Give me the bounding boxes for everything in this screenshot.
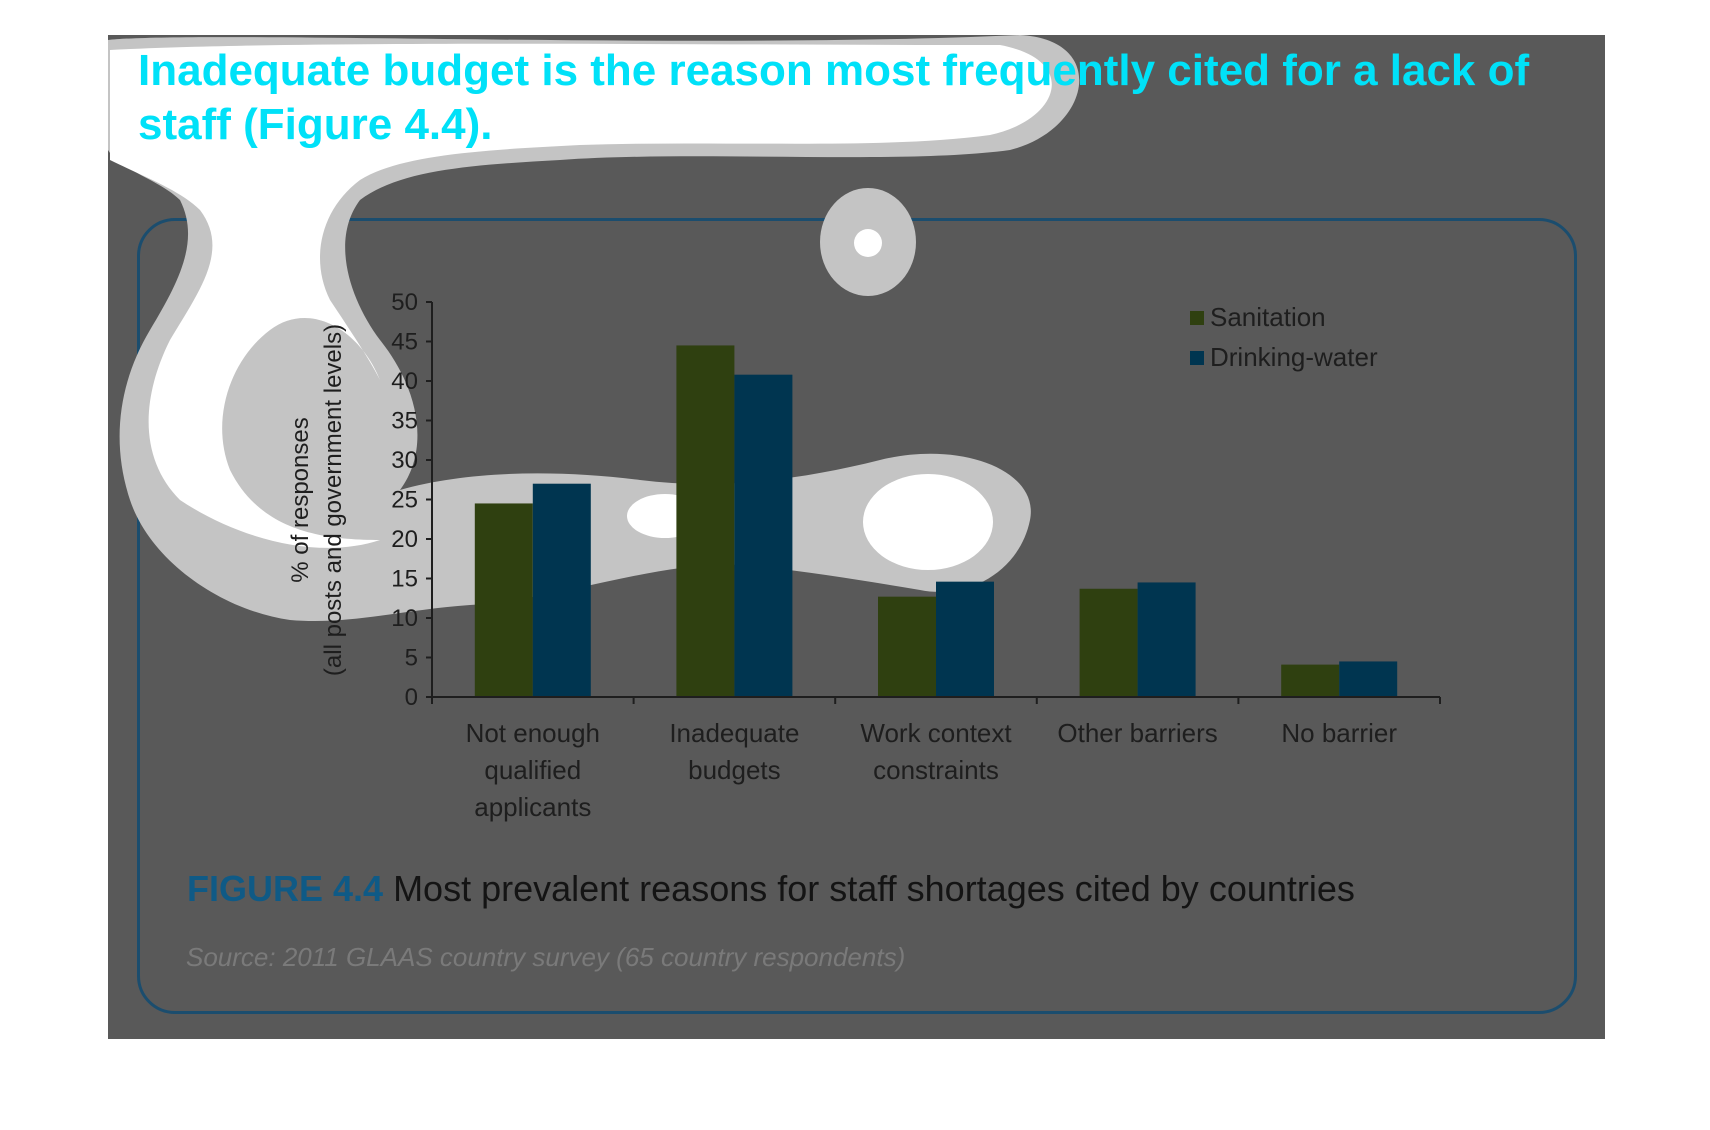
bar-drinking-water-5	[1339, 661, 1398, 697]
bar-drinking-water-3	[936, 581, 994, 697]
legend-label: Sanitation	[1210, 302, 1326, 332]
overlay-shapes	[108, 35, 1080, 622]
bar-sanitation-1	[474, 503, 533, 697]
legend: Sanitation Drinking-water	[1190, 302, 1378, 372]
y-tick-label: 40	[391, 368, 418, 395]
x-category-label: Inadequate budgets	[669, 718, 799, 785]
figure-number: FIGURE 4.4	[187, 868, 384, 909]
bar-drinking-water-2	[734, 374, 793, 697]
y-tick-label: 50	[391, 289, 418, 316]
x-category-label: Other barriers	[1057, 718, 1217, 748]
bar-drinking-water-1	[532, 483, 591, 697]
axes	[426, 301, 1441, 704]
bar-drinking-water-4	[1137, 582, 1196, 697]
x-category-label: No barrier	[1281, 718, 1397, 748]
legend-label: Drinking-water	[1210, 342, 1378, 372]
bars	[474, 345, 1398, 697]
y-tick-label: 15	[391, 566, 418, 593]
legend-swatch-sanitation	[1190, 311, 1204, 325]
y-tick-label: 10	[391, 605, 418, 632]
y-tick-label: 30	[391, 447, 418, 474]
bar-sanitation-3	[878, 596, 936, 697]
y-tick-label: 0	[405, 684, 418, 711]
legend-swatch-drinking-water	[1190, 351, 1204, 365]
axis-labels: 0 5 10 15 20 25 30 35 40 45 50 Not enough qualified a…	[287, 289, 1397, 822]
y-tick-label: 25	[391, 487, 418, 514]
headline: Inadequate budget is the reason most fre…	[138, 46, 1530, 149]
y-tick-label: 35	[391, 408, 418, 435]
y-tick-label: 5	[405, 645, 418, 672]
bar-sanitation-5	[1281, 664, 1340, 697]
figure-caption: FIGURE 4.4 Most prevalent reasons for st…	[187, 868, 1355, 910]
x-category-label: Not enough qualified applicants	[466, 718, 600, 822]
source-note: Source: 2011 GLAAS country survey (65 co…	[186, 942, 906, 972]
figure-caption-text: Most prevalent reasons for staff shortag…	[383, 868, 1355, 909]
y-tick-label: 45	[391, 329, 418, 356]
y-tick-label: 20	[391, 526, 418, 553]
x-category-label: Work context constraints	[860, 718, 1012, 785]
y-axis-title: % of responses (all posts and government …	[287, 324, 347, 676]
bar-sanitation-2	[676, 345, 735, 697]
bar-sanitation-4	[1079, 588, 1138, 697]
